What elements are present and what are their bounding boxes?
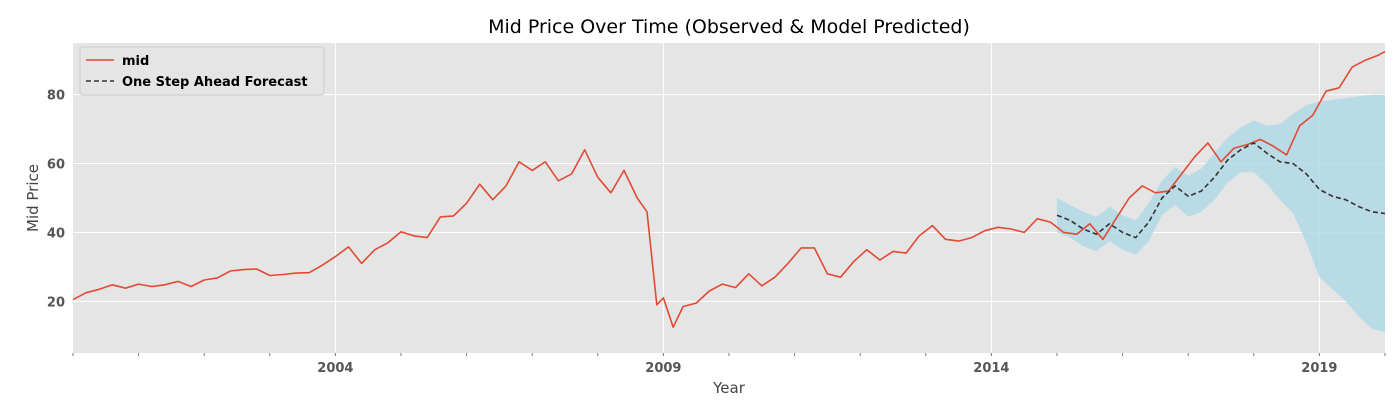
chart-title: Mid Price Over Time (Observed & Model Pr… (488, 16, 970, 38)
x-tick-label: 2009 (645, 361, 681, 376)
x-tick-label: 2019 (1301, 361, 1337, 376)
x-tick-label: 2014 (973, 361, 1009, 376)
confidence-band-layer (1057, 94, 1385, 333)
series-layer (72, 50, 1386, 329)
legend: mid One Step Ahead Forecast (79, 46, 325, 96)
minor-ticks (72, 353, 1386, 356)
legend-box (79, 46, 325, 96)
series-line-forecast (1056, 142, 1386, 239)
legend-label-forecast: One Step Ahead Forecast (122, 75, 308, 90)
y-tick-label: 20 (47, 295, 65, 310)
confidence-band (1057, 94, 1385, 333)
y-tick-label: 60 (47, 158, 65, 173)
legend-label-mid: mid (122, 54, 149, 69)
y-tick-label: 80 (47, 89, 65, 104)
y-axis-label: Mid Price (24, 164, 42, 232)
x-tick-label: 2004 (317, 361, 353, 376)
tick-labels: 20 40 60 80 2004 2009 2014 2019 (47, 89, 1338, 376)
x-axis-label: Year (712, 379, 746, 397)
y-tick-label: 40 (47, 226, 65, 241)
